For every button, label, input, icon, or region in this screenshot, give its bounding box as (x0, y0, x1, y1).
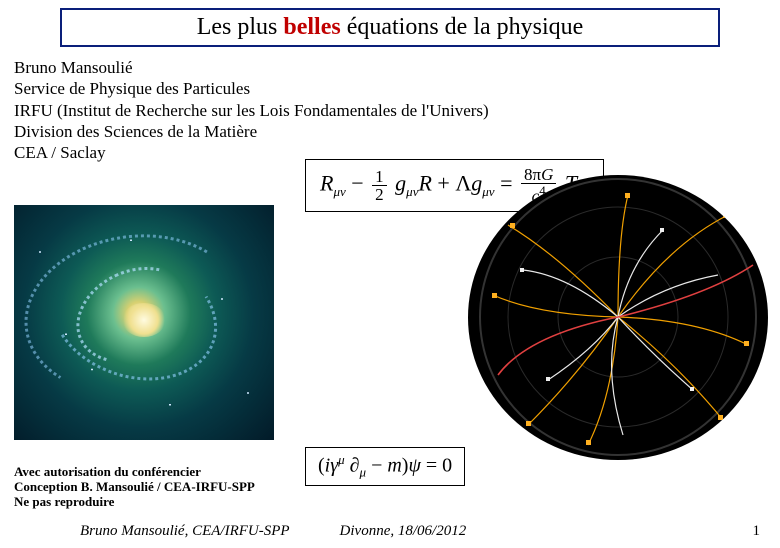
title-highlight: belles (283, 14, 340, 40)
author-line3: IRFU (Institut de Recherche sur les Lois… (14, 100, 766, 121)
dirac-equation-box: (iγμ ∂μ − m)ψ = 0 (305, 447, 465, 486)
footer: Bruno Mansoulié, CEA/IRFU-SPP Divonne, 1… (0, 523, 780, 540)
credit-line3: Ne pas reproduire (14, 495, 255, 510)
figure-row: Rμν − 12 gμνR + Λgμν = 8πGc4 Tμν (iγμ ∂μ… (0, 165, 780, 465)
dirac-equation: (iγμ ∂μ − m)ψ = 0 (318, 452, 452, 481)
author-name: Bruno Mansoulié (14, 57, 766, 78)
footer-location-date: Divonne, 18/06/2012 (340, 523, 467, 540)
title-box: Les plus belles équations de la physique (60, 8, 720, 47)
author-line4: Division des Sciences de la Matière (14, 121, 766, 142)
author-block: Bruno Mansoulié Service de Physique des … (0, 57, 780, 163)
title-prefix: Les plus (197, 14, 284, 40)
title-suffix: équations de la physique (341, 14, 584, 40)
author-line2: Service de Physique des Particules (14, 78, 766, 99)
footer-author: Bruno Mansoulié, CEA/IRFU-SPP (80, 523, 290, 540)
credit-line1: Avec autorisation du conférencier (14, 465, 255, 480)
footer-page-number: 1 (753, 523, 761, 540)
credit-line2: Conception B. Mansoulié / CEA-IRFU-SPP (14, 480, 255, 495)
collision-event-image (468, 175, 768, 460)
title-line: Les plus belles équations de la physique (197, 14, 584, 40)
galaxy-image (14, 205, 274, 440)
credits-block: Avec autorisation du conférencier Concep… (14, 465, 255, 510)
